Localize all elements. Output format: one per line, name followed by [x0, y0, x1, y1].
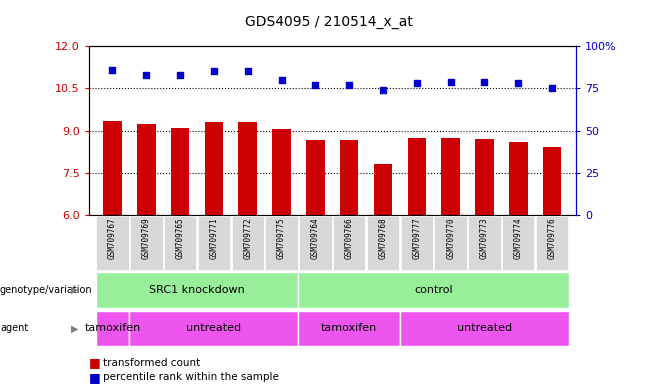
Text: tamoxifen: tamoxifen	[84, 323, 141, 333]
FancyBboxPatch shape	[164, 216, 196, 270]
Bar	[103, 121, 122, 215]
FancyBboxPatch shape	[299, 272, 569, 308]
Point	[547, 85, 557, 91]
FancyBboxPatch shape	[367, 216, 399, 270]
Text: GSM709772: GSM709772	[243, 218, 252, 260]
FancyBboxPatch shape	[232, 216, 264, 270]
Text: GSM709764: GSM709764	[311, 218, 320, 260]
Text: GSM709770: GSM709770	[446, 218, 455, 260]
FancyBboxPatch shape	[468, 216, 501, 270]
Text: GSM709773: GSM709773	[480, 218, 489, 260]
FancyBboxPatch shape	[96, 216, 129, 270]
Text: ▶: ▶	[72, 285, 79, 295]
FancyBboxPatch shape	[401, 216, 433, 270]
Bar	[205, 122, 223, 215]
Point	[209, 68, 219, 74]
Text: ▶: ▶	[72, 323, 79, 333]
Text: GSM709774: GSM709774	[514, 218, 522, 260]
FancyBboxPatch shape	[434, 216, 467, 270]
Text: transformed count: transformed count	[103, 358, 201, 368]
Text: SRC1 knockdown: SRC1 knockdown	[149, 285, 245, 295]
FancyBboxPatch shape	[536, 216, 569, 270]
FancyBboxPatch shape	[197, 216, 230, 270]
Text: GSM709777: GSM709777	[413, 218, 421, 260]
Bar	[543, 147, 561, 215]
Bar	[475, 139, 494, 215]
FancyBboxPatch shape	[299, 311, 400, 346]
Text: GSM709768: GSM709768	[378, 218, 388, 260]
Text: GSM709776: GSM709776	[547, 218, 557, 260]
FancyBboxPatch shape	[130, 311, 299, 346]
Point	[107, 67, 118, 73]
FancyBboxPatch shape	[265, 216, 298, 270]
Text: agent: agent	[0, 323, 28, 333]
Point	[513, 80, 524, 86]
Point	[243, 68, 253, 74]
Text: genotype/variation: genotype/variation	[0, 285, 93, 295]
Text: GSM709771: GSM709771	[209, 218, 218, 260]
FancyBboxPatch shape	[333, 216, 365, 270]
Bar	[137, 124, 155, 215]
Point	[479, 78, 490, 84]
Text: percentile rank within the sample: percentile rank within the sample	[103, 372, 279, 382]
Bar	[238, 122, 257, 215]
FancyBboxPatch shape	[130, 216, 163, 270]
Text: GSM709766: GSM709766	[345, 218, 354, 260]
FancyBboxPatch shape	[502, 216, 534, 270]
Bar	[306, 141, 324, 215]
Text: GSM709765: GSM709765	[176, 218, 185, 260]
Text: GDS4095 / 210514_x_at: GDS4095 / 210514_x_at	[245, 15, 413, 29]
FancyBboxPatch shape	[95, 311, 130, 346]
Point	[276, 77, 287, 83]
FancyBboxPatch shape	[95, 272, 299, 308]
Text: control: control	[415, 285, 453, 295]
Text: tamoxifen: tamoxifen	[321, 323, 377, 333]
Bar	[374, 164, 392, 215]
Bar	[442, 137, 460, 215]
Bar	[509, 142, 528, 215]
Point	[411, 80, 422, 86]
Point	[445, 78, 456, 84]
Text: GSM709769: GSM709769	[142, 218, 151, 260]
Point	[378, 87, 388, 93]
Text: untreated: untreated	[186, 323, 241, 333]
FancyBboxPatch shape	[400, 311, 569, 346]
Text: untreated: untreated	[457, 323, 512, 333]
FancyBboxPatch shape	[299, 216, 332, 270]
Bar	[272, 129, 291, 215]
Point	[344, 82, 355, 88]
Point	[310, 82, 320, 88]
Bar	[407, 137, 426, 215]
Text: GSM709767: GSM709767	[108, 218, 117, 260]
Text: ■: ■	[89, 356, 101, 369]
Point	[175, 72, 186, 78]
Text: GSM709775: GSM709775	[277, 218, 286, 260]
Bar	[340, 141, 359, 215]
Bar	[171, 128, 190, 215]
Point	[141, 72, 151, 78]
Text: ■: ■	[89, 371, 101, 384]
